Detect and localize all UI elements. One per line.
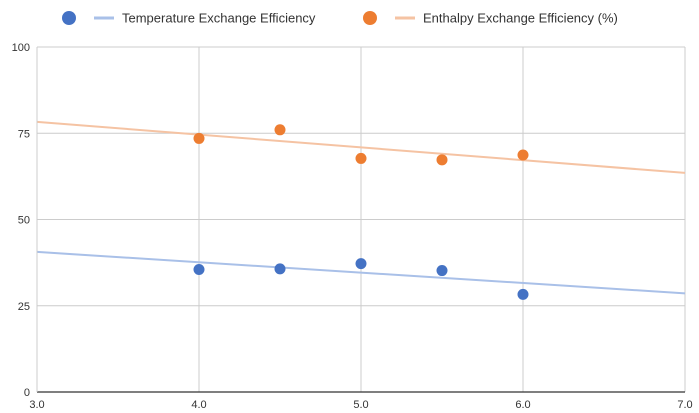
legend-marker-1 <box>62 11 76 25</box>
data-point-series-1 <box>274 263 286 275</box>
legend-label-2: Enthalpy Exchange Efficiency (%) <box>423 11 618 26</box>
data-point-series-1 <box>436 265 448 277</box>
data-point-series-2 <box>355 152 367 164</box>
grid <box>37 46 686 392</box>
legend-label-1: Temperature Exchange Efficiency <box>122 11 316 26</box>
x-tick-label: 6.0 <box>515 399 530 411</box>
x-tick-label: 5.0 <box>353 399 368 411</box>
legend: Temperature Exchange Efficiency Enthalpy … <box>62 11 618 26</box>
tick-labels: 0 25 50 75 100 3.0 4.0 5.0 6.0 7.0 <box>12 42 693 411</box>
x-tick-label: 4.0 <box>191 399 206 411</box>
data-points <box>193 124 529 300</box>
x-tick-label: 3.0 <box>29 399 44 411</box>
data-point-series-1 <box>517 288 529 300</box>
y-tick-label: 25 <box>18 301 30 313</box>
y-tick-label: 75 <box>18 128 30 140</box>
data-point-series-1 <box>193 264 205 276</box>
y-tick-label: 50 <box>18 215 30 227</box>
data-point-series-2 <box>274 124 286 136</box>
data-point-series-2 <box>436 154 448 166</box>
x-tick-label: 7.0 <box>677 399 692 411</box>
axes <box>36 47 685 393</box>
data-point-series-2 <box>517 149 529 161</box>
y-tick-label: 0 <box>24 387 30 399</box>
data-point-series-1 <box>355 258 367 270</box>
trendline-series-2 <box>36 120 686 174</box>
data-point-series-2 <box>193 132 205 144</box>
trendlines <box>36 120 686 295</box>
trendline-series-1 <box>36 250 686 295</box>
y-tick-label: 100 <box>12 42 30 54</box>
legend-marker-2 <box>363 11 377 25</box>
